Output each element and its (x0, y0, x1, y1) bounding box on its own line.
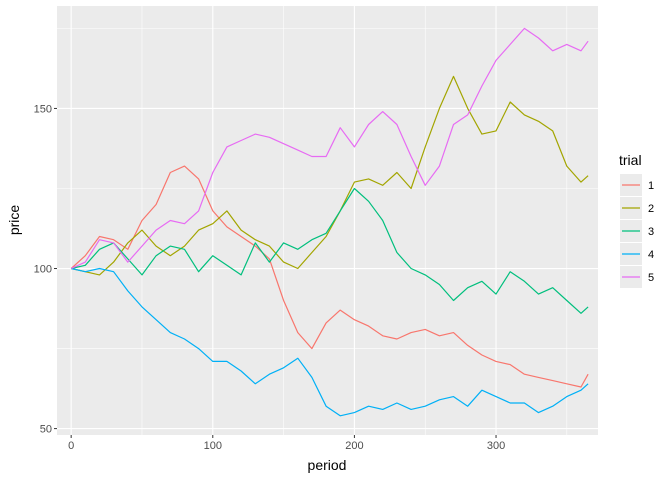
major-gridlines (57, 6, 598, 435)
minor-gridlines (57, 6, 598, 435)
legend: trial 1 2 3 4 5 (619, 152, 654, 288)
x-tick-label: 200 (345, 440, 363, 452)
series-line-4 (71, 267, 589, 417)
series-line-3 (71, 187, 589, 314)
legend-title: trial (619, 152, 642, 168)
series-line-5 (70, 27, 589, 270)
y-tick-label: 50 (40, 424, 52, 436)
x-axis-ticks: 0 100 200 300 (68, 435, 505, 452)
y-axis-ticks: 50 100 150 (34, 103, 57, 436)
series-lines (70, 27, 589, 417)
x-tick-label: 0 (68, 440, 74, 452)
legend-label-3: 3 (648, 226, 654, 238)
y-tick-label: 150 (34, 103, 52, 115)
series-line-1 (70, 165, 589, 388)
plot-panel (57, 6, 598, 435)
x-tick-label: 100 (204, 440, 222, 452)
x-axis-title: period (308, 457, 347, 473)
legend-label-2: 2 (648, 203, 654, 215)
y-axis-title: price (6, 205, 22, 236)
legend-label-1: 1 (648, 180, 654, 192)
y-tick-label: 100 (34, 264, 52, 276)
legend-label-4: 4 (648, 249, 654, 261)
legend-label-5: 5 (648, 272, 654, 284)
x-tick-label: 300 (487, 440, 505, 452)
series-line-2 (71, 75, 589, 276)
